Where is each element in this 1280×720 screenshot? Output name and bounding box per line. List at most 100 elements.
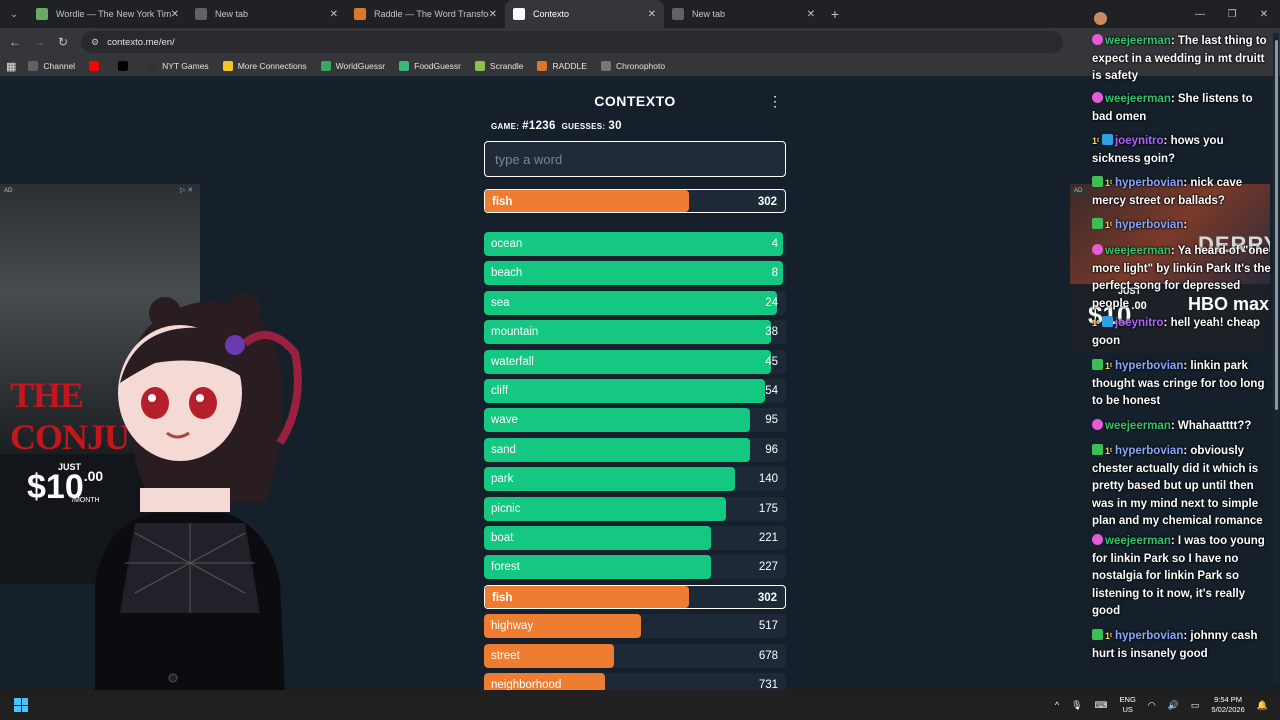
bookmark-item[interactable] — [118, 61, 133, 71]
chat-username: joeynitro — [1114, 135, 1164, 147]
last-guess-rank: 302 — [757, 196, 777, 208]
bookmark-label: NYT Games — [162, 61, 209, 71]
chat-text: linkin park thought was cringe for too l… — [1092, 360, 1265, 407]
windows-start-icon[interactable] — [14, 698, 28, 712]
ad-tag-right: AD — [1071, 187, 1086, 195]
battery-icon[interactable]: ▭ — [1190, 699, 1200, 710]
tab-favicon-icon — [513, 8, 525, 20]
site-info-icon[interactable]: ⚙ — [91, 36, 100, 47]
chat-message: 1ᵗ hyperbovian: nick cave mercy street or… — [1092, 176, 1243, 207]
guess-bar — [484, 643, 614, 668]
guess-row: waterfall 45 — [484, 349, 786, 374]
browser-tab[interactable]: New tab ✕ — [664, 0, 823, 28]
chat-message: 1ᵗ joeynitro: hows you sickness goin? — [1092, 134, 1224, 165]
clock-time: 9:54 PM — [1214, 695, 1243, 704]
tabs-container: Wordle — The New York Times ✕ New tab ✕ Radd… — [28, 0, 823, 28]
tab-close-icon[interactable]: ✕ — [647, 8, 656, 20]
volume-icon[interactable]: 🔊 — [1167, 699, 1179, 710]
chat-username: weejeerman — [1105, 35, 1171, 47]
browser-tab[interactable]: Wordle — The New York Times ✕ — [28, 0, 187, 28]
apps-icon[interactable]: ▦ — [6, 60, 17, 73]
bookmark-icon — [474, 61, 485, 71]
chat-text: obviously chester actually did it which … — [1092, 445, 1263, 527]
bookmark-item[interactable]: RADDLE — [537, 61, 587, 71]
guess-row: picnic 175 — [484, 496, 786, 521]
chat-message: 1ᵗ hyperbovian: johnny cash hurt is insan… — [1092, 629, 1258, 660]
guess-word: highway — [491, 620, 534, 633]
bookmark-item[interactable]: More Connections — [222, 61, 307, 71]
wifi-icon[interactable]: ◠ — [1147, 699, 1156, 710]
tray-chevron-icon[interactable]: ^ — [1054, 700, 1060, 710]
bookmark-icon — [399, 61, 410, 71]
bookmark-label: FoodGuessr — [414, 61, 461, 71]
tab-close-icon[interactable]: ✕ — [806, 8, 815, 20]
lang-bottom: US — [1122, 705, 1133, 714]
chat-message: 1ᵗ joeynitro: hell yeah! cheap goon — [1092, 316, 1261, 347]
chat-text: johnny cash hurt is insanely good — [1092, 630, 1258, 660]
tab-close-icon[interactable]: ✕ — [488, 8, 497, 20]
chat-message: 1ᵗ hyperbovian: linkin park thought was c… — [1092, 359, 1265, 407]
profile-avatar-icon[interactable] — [1094, 12, 1107, 25]
bookmark-item[interactable]: Chronophoto — [600, 61, 665, 71]
new-tab-button[interactable]: + — [830, 6, 840, 22]
bookmark-label: WorldGuessr — [335, 61, 386, 71]
bookmark-item[interactable]: NYT Games — [147, 61, 209, 71]
bookmark-item[interactable]: WorldGuessr — [320, 61, 386, 71]
ad-just: JUST — [58, 462, 82, 472]
game-menu-icon[interactable]: ⋮ — [768, 93, 782, 109]
chat-text: Ya heard of "one more light" by linkin P… — [1092, 245, 1271, 310]
guess-row: forest 227 — [484, 555, 786, 580]
guess-row: sand 96 — [484, 437, 786, 462]
guess-bar — [484, 496, 726, 521]
chat-username: weejeerman — [1105, 420, 1171, 432]
back-icon[interactable]: ← — [9, 35, 21, 49]
address-bar[interactable]: ⚙ contexto.me/en/ — [81, 31, 1063, 53]
guess-rank: 95 — [765, 414, 778, 427]
sub-badge-icon: 1ᵗ — [1105, 631, 1112, 641]
tab-favicon-icon — [36, 8, 48, 20]
heart-badge-icon — [1092, 92, 1103, 103]
close-window-icon[interactable]: ✕ — [1259, 8, 1269, 20]
browser-tab[interactable]: Contexto ✕ — [505, 0, 664, 28]
blue-badge-icon — [1101, 134, 1113, 145]
right-ad[interactable]: DERRY JUST $10.00 HBO max — [1070, 184, 1270, 352]
guess-word: boat — [491, 532, 514, 544]
sub-badge-icon: 1ᵗ — [1092, 136, 1099, 146]
keyboard-icon[interactable]: ⌨ — [1094, 699, 1108, 710]
guess-rank: 45 — [765, 355, 778, 368]
reload-icon[interactable]: ↻ — [57, 35, 69, 49]
browser-tab[interactable]: Raddle — The Word Transform ✕ — [346, 0, 505, 28]
clock[interactable]: 9:54 PM 5/02/2026 — [1211, 695, 1244, 715]
bookmark-label: Channel — [43, 61, 76, 71]
bookmark-item[interactable] — [89, 61, 104, 71]
chat-text: The last thing to expect in a wedding in… — [1092, 35, 1267, 82]
language-indicator[interactable]: ENG US — [1120, 695, 1136, 715]
chat-username: joeynitro — [1114, 317, 1164, 329]
maximize-icon[interactable]: ❐ — [1227, 8, 1237, 20]
guess-word: ocean — [491, 238, 523, 250]
guess-bar — [484, 437, 750, 462]
microphone-icon[interactable]: 🎙 — [1071, 699, 1083, 710]
guess-bar — [484, 261, 783, 286]
tab-close-icon[interactable]: ✕ — [170, 8, 179, 20]
notification-icon[interactable]: 🔔 — [1256, 699, 1268, 710]
tab-title: New tab — [215, 9, 249, 19]
minimize-icon[interactable]: — — [1195, 8, 1205, 20]
guess-rank: 678 — [758, 649, 778, 662]
guess-rank: 517 — [758, 620, 778, 633]
tab-search-icon[interactable]: ⌄ — [10, 8, 18, 19]
bookmark-item[interactable]: Scrandle — [474, 61, 523, 71]
word-input[interactable] — [484, 141, 786, 177]
guess-rank: 227 — [758, 561, 778, 574]
taskbar: ^ 🎙 ⌨ ENG US ◠ 🔊 ▭ 9:54 PM 5/02/2026 🔔 — [0, 690, 1280, 720]
bookmark-item[interactable]: Channel — [28, 61, 75, 71]
blue-badge-icon — [1101, 316, 1113, 327]
game-number: #1236 — [522, 120, 556, 132]
guess-word: sand — [491, 443, 516, 456]
bookmark-item[interactable]: FoodGuessr — [399, 61, 461, 71]
page-scrollbar-thumb[interactable] — [1275, 40, 1278, 410]
browser-tab[interactable]: New tab ✕ — [187, 0, 346, 28]
forward-icon[interactable]: → — [33, 35, 45, 49]
ad-choices-icon[interactable]: ▷ ✕ — [180, 187, 194, 194]
tab-close-icon[interactable]: ✕ — [329, 8, 338, 20]
